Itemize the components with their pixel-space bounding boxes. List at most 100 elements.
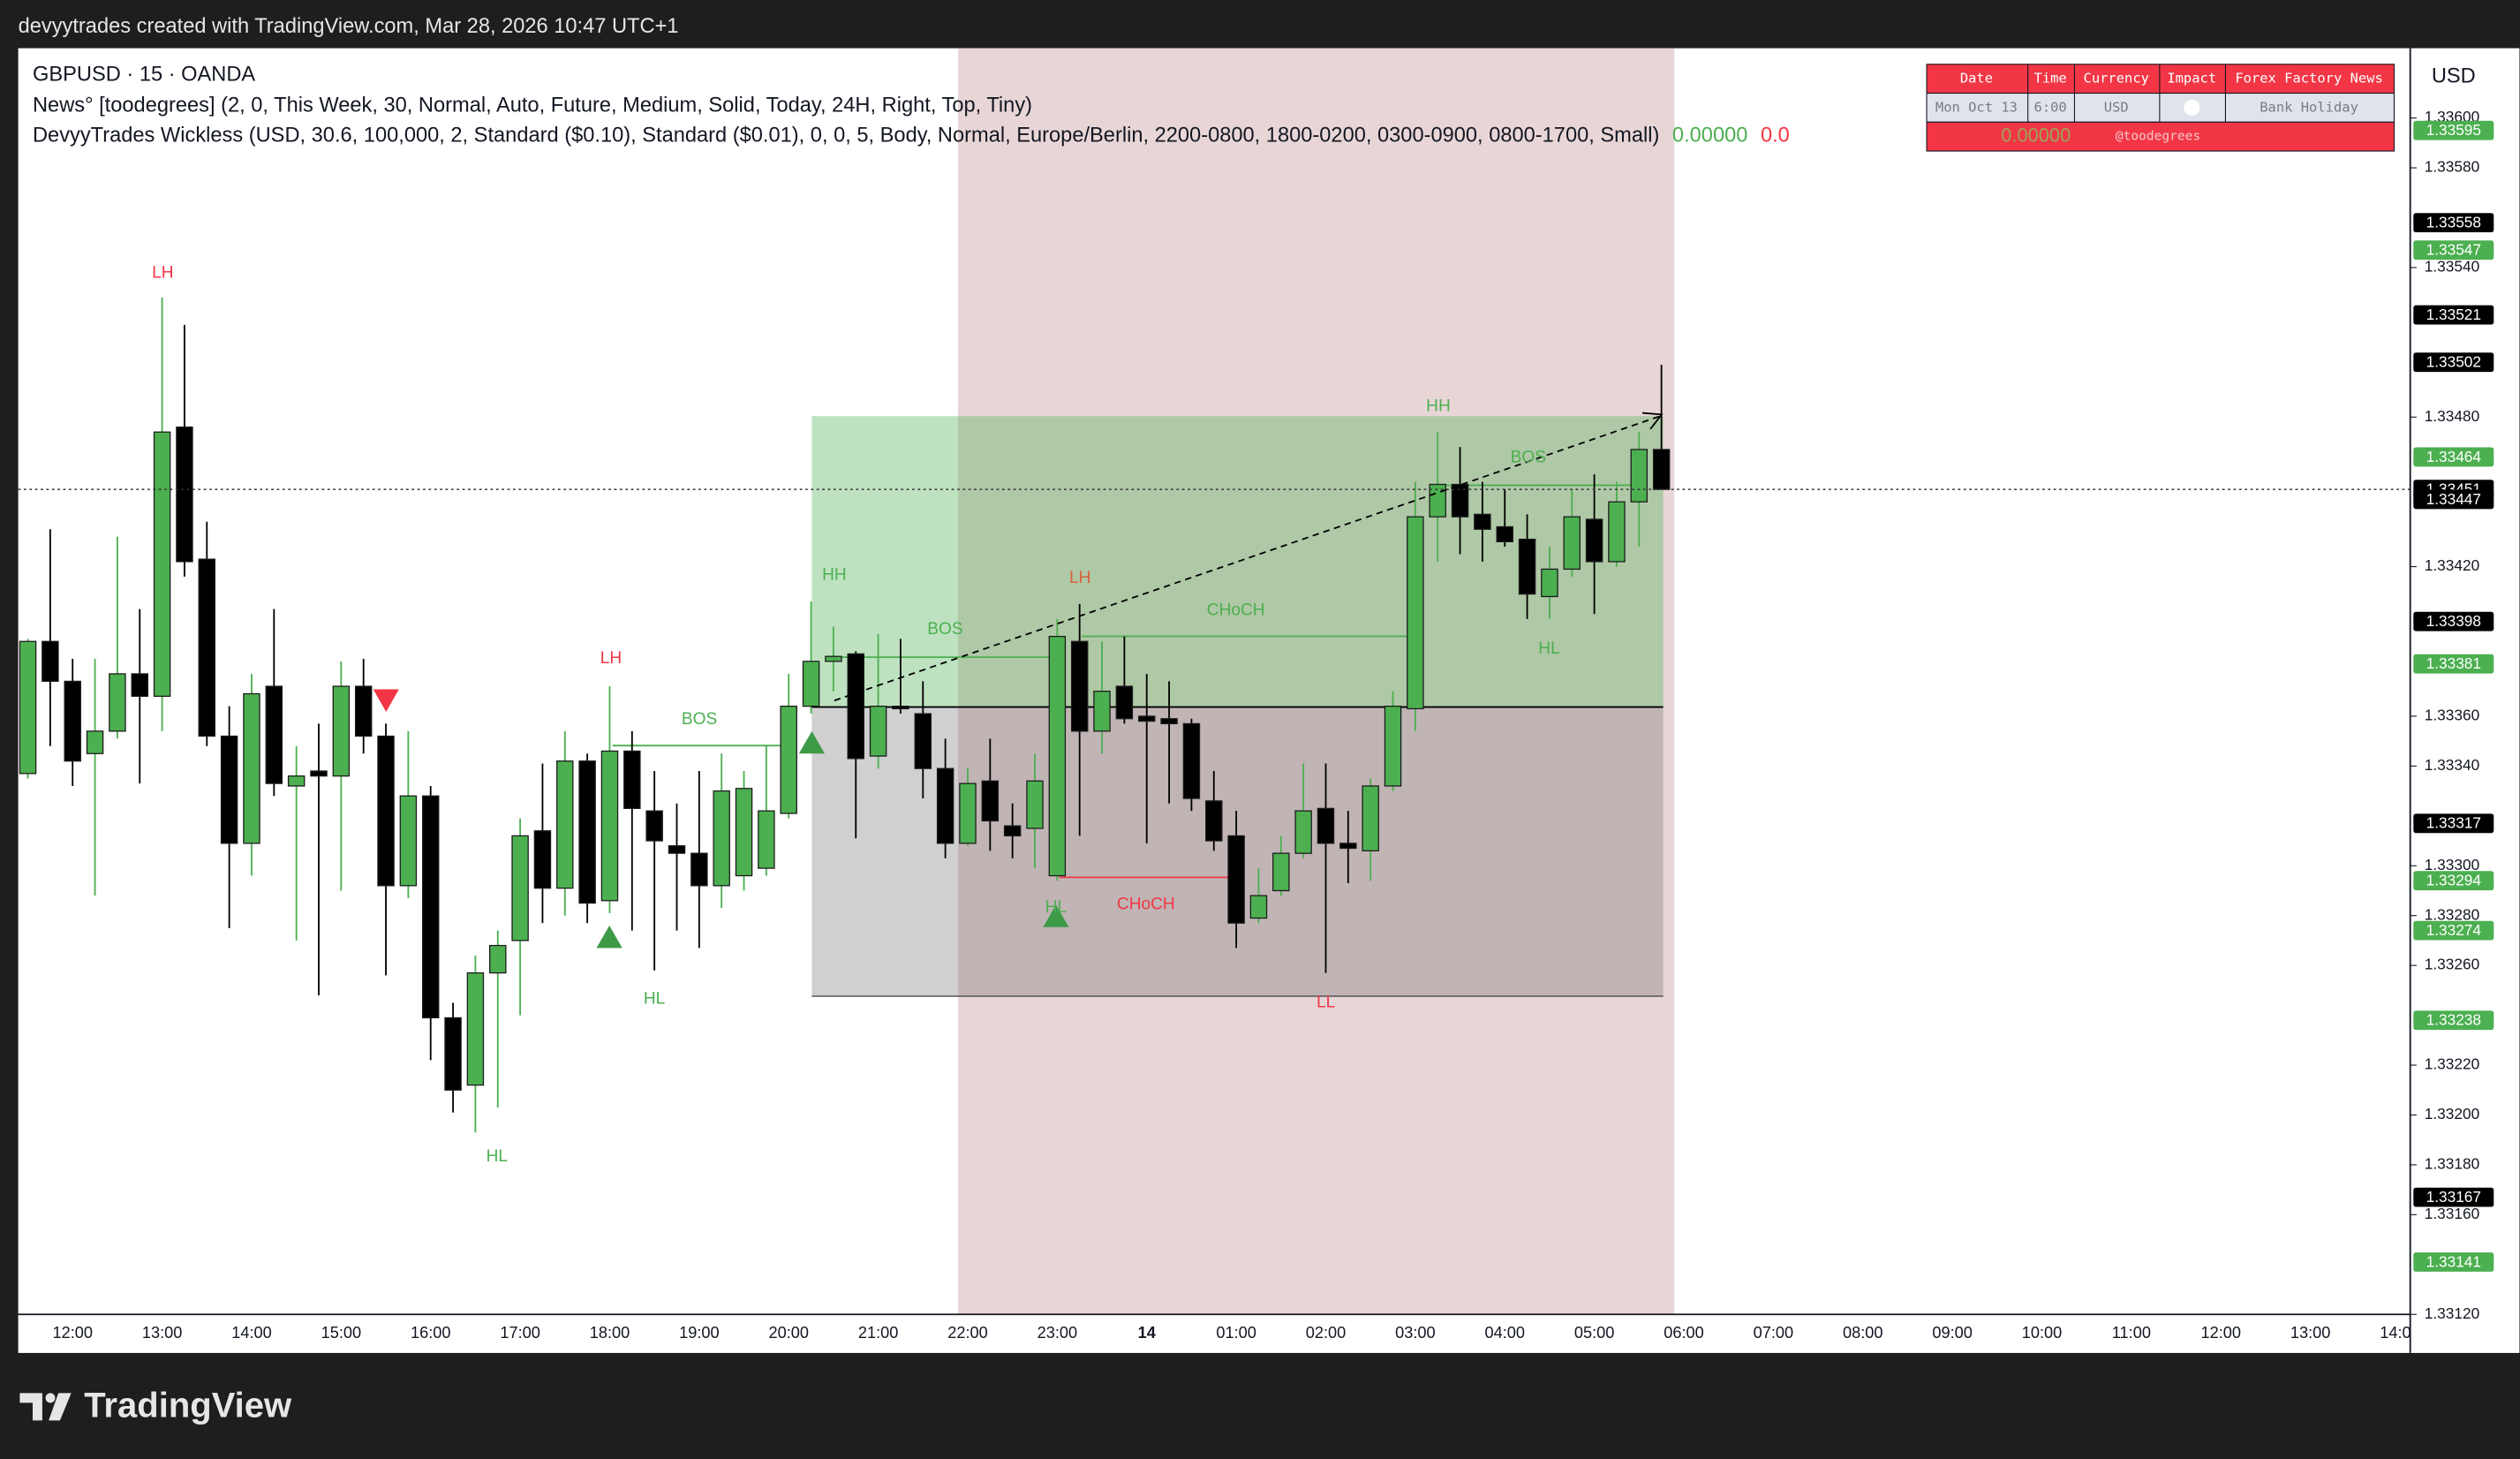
currency-label: USD [2432, 65, 2476, 88]
candle-body [533, 830, 552, 889]
candle-body [1384, 706, 1402, 787]
price-tag [2413, 352, 2494, 373]
candle-body [176, 426, 193, 563]
candle-body [936, 767, 954, 844]
candle-body [758, 810, 775, 869]
brand-name: TradingView [84, 1386, 292, 1425]
candle-body [109, 673, 126, 732]
candle-body [914, 713, 932, 769]
candle-body [511, 835, 529, 941]
x-tick-label: 19:00 [679, 1324, 720, 1342]
table-cell: Mon Oct 13 [1935, 99, 2018, 115]
x-tick-label: 01:00 [1216, 1324, 1256, 1342]
x-tick-label: 12:00 [2200, 1324, 2241, 1342]
price-tag [2413, 120, 2494, 140]
candle-body [377, 735, 395, 887]
candle-body [1160, 718, 1178, 725]
candle-body [198, 558, 216, 737]
price-tag [2413, 654, 2494, 674]
y-tick-label: 1.33260 [2425, 956, 2479, 973]
table-header-cell: Currency [2084, 71, 2149, 87]
indicator-value: 0.0 [1761, 125, 1790, 147]
structure-label: CHoCH [1117, 895, 1175, 913]
candle-body [623, 750, 641, 809]
brand-logo: TradingView [19, 1386, 292, 1425]
x-tick-label: 11:00 [2112, 1324, 2151, 1342]
table-header-cell: Forex Factory News [2235, 71, 2382, 87]
structure-label: BOS [682, 710, 717, 729]
y-tick-label: 1.33420 [2425, 556, 2479, 574]
price-tag-label: 1.33547 [2426, 241, 2481, 259]
candle-body [1048, 635, 1067, 877]
y-tick-label: 1.33180 [2425, 1154, 2479, 1172]
candle-body [1272, 852, 1290, 892]
time-axis: 12:00 13:00 14:00 15:00 16:00 17:00 18:00 19:00… [52, 1324, 2410, 1342]
price-tag-label: 1.33447 [2426, 490, 2481, 508]
sell-signal [373, 689, 399, 712]
annotations: LH LH HL HL BOS HH BOS LH HL CHoCH CHoCH LL HH BOS HL [152, 263, 1560, 1166]
x-tick-label: 17:00 [500, 1324, 540, 1342]
candle-body [668, 845, 686, 854]
candle-body [1003, 825, 1022, 837]
price-tag-label: 1.33464 [2426, 448, 2482, 465]
price-tag [2413, 920, 2494, 941]
price-tag-label: 1.33502 [2426, 353, 2481, 371]
candle-body [802, 661, 820, 707]
caption: devyytrades created with TradingView.com… [19, 15, 679, 38]
y-tick-label: 1.33580 [2425, 158, 2479, 176]
x-tick-label: 21:00 [858, 1324, 899, 1342]
structure-label: BOS [927, 620, 962, 639]
candle-body [578, 760, 596, 904]
structure-label: LH [600, 649, 622, 668]
x-tick-label: 23:00 [1037, 1324, 1078, 1342]
y-tick-label: 1.33160 [2425, 1205, 2479, 1222]
footer-handle: @toodegrees [2116, 129, 2200, 144]
candle-body [1652, 449, 1671, 490]
price-tag-label: 1.33595 [2426, 121, 2481, 139]
y-tick-label: 1.33280 [2425, 905, 2479, 923]
candle-body [1205, 800, 1223, 842]
structure-label: LH [152, 263, 173, 282]
price-tag [2413, 813, 2494, 834]
structure-label: HL [644, 990, 665, 1009]
price-tag-label: 1.33317 [2426, 814, 2481, 832]
indicator-name: DevyyTrades Wickless (USD, 30.6, 100,000… [33, 125, 1659, 147]
candle-body [600, 750, 619, 902]
y-tick-label: 1.33480 [2425, 407, 2479, 425]
candle-body [1630, 449, 1649, 503]
candle-body [153, 431, 171, 697]
candle-body [1407, 516, 1424, 710]
candle-body [220, 735, 238, 844]
candle-body [444, 1017, 462, 1091]
candle-body [1541, 568, 1558, 598]
table-header-cell: Impact [2167, 71, 2216, 87]
candle-body [981, 780, 1000, 822]
impact-dot [2184, 99, 2200, 116]
price-tag [2413, 213, 2494, 233]
candle-body [1451, 483, 1469, 518]
candle-body [421, 795, 440, 1019]
x-tick-label: 02:00 [1306, 1324, 1347, 1342]
candle-body [825, 655, 842, 662]
indicator-title: DevyyTrades Wickless (USD, 30.6, 100,000… [33, 125, 1790, 147]
y-tick-label: 1.33220 [2425, 1055, 2479, 1073]
candle-body [735, 788, 753, 877]
x-tick-label: 03:00 [1395, 1324, 1436, 1342]
table-row [1926, 92, 2396, 123]
candle-body [332, 685, 351, 777]
candle-body [1585, 518, 1603, 563]
y-tick-label: 1.33340 [2425, 756, 2479, 774]
structure-label: HL [487, 1147, 508, 1166]
candle-body [780, 706, 797, 814]
candle-body [1518, 538, 1536, 595]
logo-mark [45, 1393, 56, 1403]
x-tick-label: 22:00 [947, 1324, 988, 1342]
candle-body [1608, 501, 1626, 563]
candle-body [131, 673, 148, 697]
footer-value: 0.00000 [2001, 124, 2071, 146]
candle-body [489, 944, 507, 974]
candle-body [354, 685, 373, 737]
candle-body [1137, 715, 1156, 722]
x-tick-label: 10:00 [2022, 1324, 2063, 1342]
price-tag [2413, 1252, 2494, 1272]
